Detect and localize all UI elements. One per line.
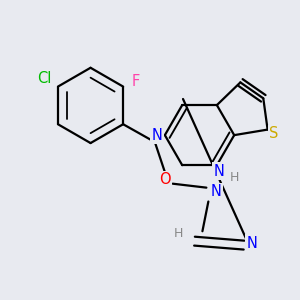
- Text: H: H: [230, 171, 239, 184]
- Text: N: N: [211, 184, 222, 199]
- Text: N: N: [152, 128, 162, 142]
- Text: N: N: [247, 236, 257, 250]
- Text: N: N: [213, 164, 224, 178]
- Text: S: S: [269, 126, 278, 141]
- Text: Cl: Cl: [37, 71, 51, 86]
- Text: F: F: [132, 74, 140, 89]
- Text: H: H: [174, 227, 183, 240]
- Text: O: O: [159, 172, 171, 187]
